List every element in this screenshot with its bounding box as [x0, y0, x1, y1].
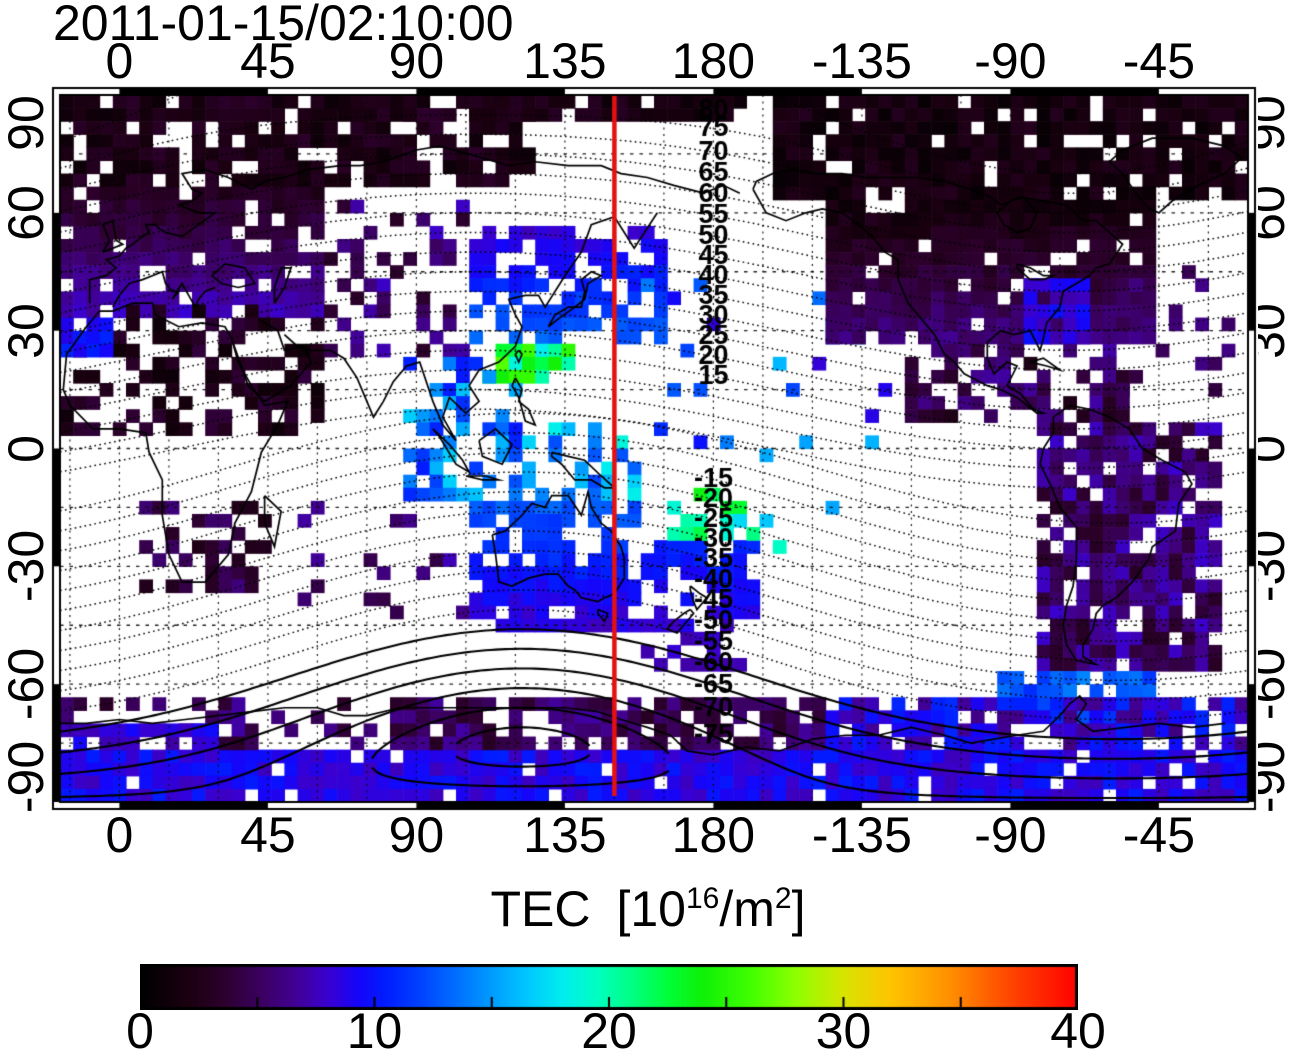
lat-tick-label-left: -30	[0, 530, 54, 603]
lat-tick-label-left: 30	[0, 302, 54, 359]
lon-tick-label-top: 135	[523, 33, 607, 89]
lat-tick-label-left: 60	[0, 185, 54, 241]
colorbar-tick-label: 0	[126, 1003, 154, 1057]
lon-tick-label-bottom: 0	[105, 807, 134, 863]
lon-tick-label-bottom: -135	[811, 807, 912, 863]
colorbar-tick-label: 10	[346, 1003, 403, 1057]
lon-tick-label-top: -135	[811, 33, 912, 89]
colorbar-title-variable: TEC	[490, 881, 591, 937]
lon-tick-label-top: 90	[388, 33, 445, 89]
lat-tick-label-left: -90	[0, 740, 54, 814]
colorbar-unit-exponent: 16	[686, 882, 720, 915]
colorbar-gradient	[140, 964, 1078, 1010]
colorbar-unit-exponent2: 2	[774, 882, 792, 915]
lon-tick-label-bottom: 180	[671, 807, 756, 863]
colorbar-title: TEC [1016/m2]	[490, 881, 806, 937]
colorbar-unit-suffix: ]	[791, 881, 806, 937]
lon-tick-label-top: -90	[974, 33, 1047, 89]
lon-tick-label-top: 180	[671, 33, 756, 89]
lon-tick-label-bottom: 135	[523, 807, 607, 863]
lon-tick-label-top: -45	[1122, 33, 1196, 89]
lat-tick-label-left: 0	[0, 434, 54, 463]
colorbar-unit-prefix: [10	[616, 881, 686, 937]
lon-tick-label-bottom: 90	[388, 807, 445, 863]
lat-tick-label-left: 90	[0, 95, 54, 151]
tec-world-map-canvas	[50, 85, 1258, 812]
lon-tick-label-bottom: -90	[974, 807, 1047, 863]
colorbar-tick-label: 40	[1050, 1003, 1106, 1057]
lon-tick-label-top: 0	[105, 33, 134, 89]
colorbar-unit-mid: /m	[719, 881, 775, 937]
lon-tick-label-bottom: 45	[240, 807, 296, 863]
colorbar-tick-label: 30	[815, 1003, 872, 1057]
lat-tick-label-left: -60	[0, 648, 54, 721]
colorbar-tick-label: 20	[581, 1003, 637, 1057]
timestamp-title: 2011-01-15/02:10:00	[53, 0, 514, 51]
lon-tick-label-bottom: -45	[1122, 807, 1196, 863]
lon-tick-label-top: 45	[240, 33, 296, 89]
